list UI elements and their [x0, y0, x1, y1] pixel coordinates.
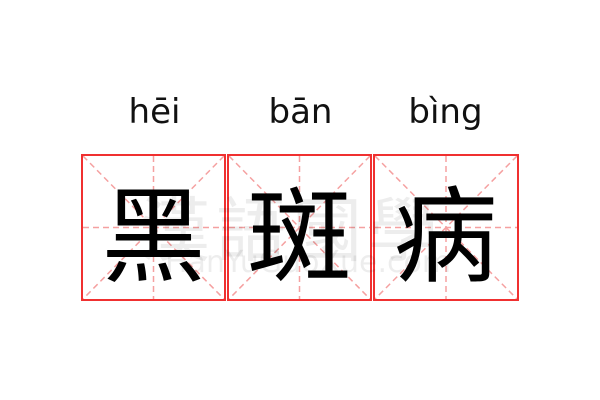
character-0: 黑	[101, 176, 206, 298]
guide-lines	[229, 156, 370, 299]
character-1: 斑	[247, 176, 352, 298]
character-2: 病	[393, 176, 498, 298]
guide-lines	[83, 156, 224, 299]
pinyin-0: hēi	[128, 92, 181, 132]
character-cell: 病	[373, 154, 519, 301]
character-cell: 斑	[227, 154, 372, 301]
character-grid: 黑 斑 病	[81, 154, 519, 301]
guide-lines	[375, 156, 517, 299]
pinyin-1: bān	[268, 92, 333, 132]
pinyin-2: bìng	[408, 92, 483, 132]
character-cell: 黑	[81, 154, 226, 301]
